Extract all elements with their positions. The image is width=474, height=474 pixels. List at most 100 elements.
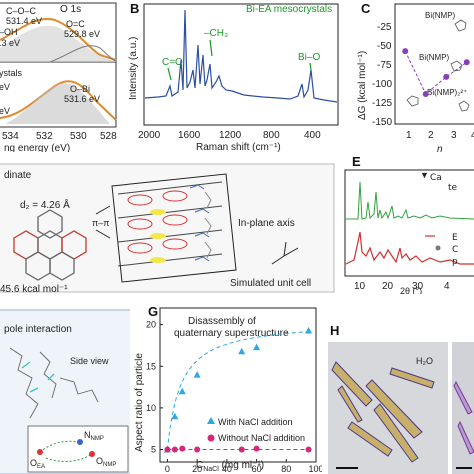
svg-text:O–Bi: O–Bi [70,84,90,94]
svg-text:n: n [437,144,443,152]
svg-text:-125: -125 [372,98,392,109]
svg-text:Bi(NMP): Bi(NMP) [419,53,450,62]
svg-text:C=O: C=O [162,57,183,68]
svg-text:ystals: ystals [0,68,23,78]
svg-text:Bi–O: Bi–O [298,52,320,63]
svg-text:Bi(NMP)₂²⁺: Bi(NMP)₂²⁺ [427,88,467,97]
point-with-nacl [253,343,261,351]
svg-text:d₂ = 4.26 Å: d₂ = 4.26 Å [20,198,70,211]
svg-text:-75: -75 [377,60,392,71]
svg-text:te: te [448,183,458,193]
svg-text:534: 534 [2,131,19,142]
point-with-nacl [238,347,246,355]
y-tick-label: 5 [151,445,156,455]
svg-text:H: H [330,323,339,338]
panel-e-xrd: E Ca te ▼ E C p 10 20 30 4 2θ (°) [340,152,474,294]
x-tick-label: 80 [281,464,291,474]
svg-text:Side view: Side view [70,356,109,366]
chart-title-line2: quaternary superstructure [174,328,289,339]
panel-b-letter: B [130,1,139,16]
chart-xlabel: CNaCl (mg ml⁻¹) [196,460,265,473]
svg-text:529.8 eV: 529.8 eV [64,29,100,39]
svg-text:NNMP: NNMP [84,430,104,442]
point-with-nacl [171,412,179,420]
panel-f-dipole: pole interaction Side view OEA NNMP ONMP [0,308,130,474]
svg-text:C–O–C: C–O–C [6,6,37,16]
dg-point [443,73,450,80]
svg-text:1: 1 [406,130,412,141]
point-with-nacl [178,387,186,395]
svg-text:–CH₃: –CH₃ [204,28,228,39]
svg-text:4: 4 [444,281,450,292]
svg-text:Bi(NMP): Bi(NMP) [425,11,456,20]
panel-h-micrographs: H H₂O [322,322,474,474]
point-without-nacl [179,445,186,452]
svg-text:pole interaction: pole interaction [4,324,72,335]
svg-text:532: 532 [36,131,53,142]
svg-text:4: 4 [471,130,474,141]
svg-text:ΔG (kcal mol⁻¹): ΔG (kcal mol⁻¹) [357,51,368,120]
svg-text:10: 10 [354,281,366,292]
series-fit-line [166,331,309,450]
svg-text:dinate: dinate [4,170,32,181]
y-tick-label: 15 [146,361,156,371]
panel-d-structure: dinate d₂ = 4.26 Å 45.6 kcal mol⁻¹ [0,152,338,294]
molecule-left [13,209,87,281]
panel-c-dg: C ΔG (kcal mol⁻¹) -25 -50 -75 -100 -125 … [355,0,474,152]
panel-g-aspect-chart: G Disassembly of quaternary superstructu… [130,300,322,474]
x-tick-label: 60 [252,464,262,474]
dg-point [463,59,470,66]
svg-text:528: 528 [100,131,117,142]
svg-text:eV: eV [0,106,10,116]
svg-text:O=C: O=C [66,19,85,29]
svg-text:3: 3 [451,130,457,141]
dg-point [422,91,429,97]
dg-point [402,48,409,55]
svg-text:30: 30 [412,281,424,292]
svg-text:In-plane axis: In-plane axis [238,218,295,229]
svg-text:C: C [361,1,371,16]
svg-text:Bi-EA mesocrystals: Bi-EA mesocrystals [246,4,332,15]
x-tick-label: 40 [222,464,232,474]
xps-top-envelope [0,18,117,61]
svg-text:45.6 kcal mol⁻¹: 45.6 kcal mol⁻¹ [0,284,68,294]
svg-text:ONMP: ONMP [96,456,116,468]
svg-text:Ca: Ca [430,173,442,183]
svg-text:-25: -25 [377,22,392,33]
point-without-nacl [253,445,260,452]
svg-text:ng energy (eV): ng energy (eV) [4,143,70,152]
panel-g-letter: G [148,304,158,319]
xrd-experimental [345,231,474,265]
point-without-nacl [238,446,245,453]
svg-text:H₂O: H₂O [416,356,433,366]
legend-marker-with [207,417,215,424]
svg-text:▼: ▼ [420,170,429,180]
svg-text:C: C [452,245,458,255]
svg-text:E: E [352,154,361,169]
svg-text:2: 2 [428,130,434,141]
svg-text:-100: -100 [372,79,392,90]
svg-text:π–π: π–π [92,218,109,228]
legend-without: Without NaCl addition [218,433,305,443]
x-tick-label: 100 [308,464,322,474]
panel-a-xps: O 1s C–O–C 531.4 eV O=C 529.8 eV –OH .3 … [0,0,117,152]
dg-line [404,50,468,95]
svg-text:eV: eV [0,82,10,92]
svg-text:1200: 1200 [219,130,242,141]
svg-text:OEA: OEA [30,458,45,470]
xps-title: O 1s [60,4,81,15]
svg-text:800: 800 [263,130,280,141]
svg-text:–OH: –OH [0,27,18,37]
chart-ylabel: Aspect ratio of particle [134,353,145,452]
svg-text:Simulated unit cell: Simulated unit cell [230,278,311,289]
point-without-nacl [164,446,171,453]
svg-text:E: E [452,233,458,243]
svg-text:-50: -50 [377,41,392,52]
point-without-nacl [171,446,178,453]
chart-title-line1: Disassembly of [188,316,256,327]
stacked-layers [111,173,237,283]
svg-text:p: p [452,257,458,267]
y-tick-label: 20 [146,320,156,330]
plot-frame [159,307,317,463]
svg-text:-150: -150 [372,117,392,128]
